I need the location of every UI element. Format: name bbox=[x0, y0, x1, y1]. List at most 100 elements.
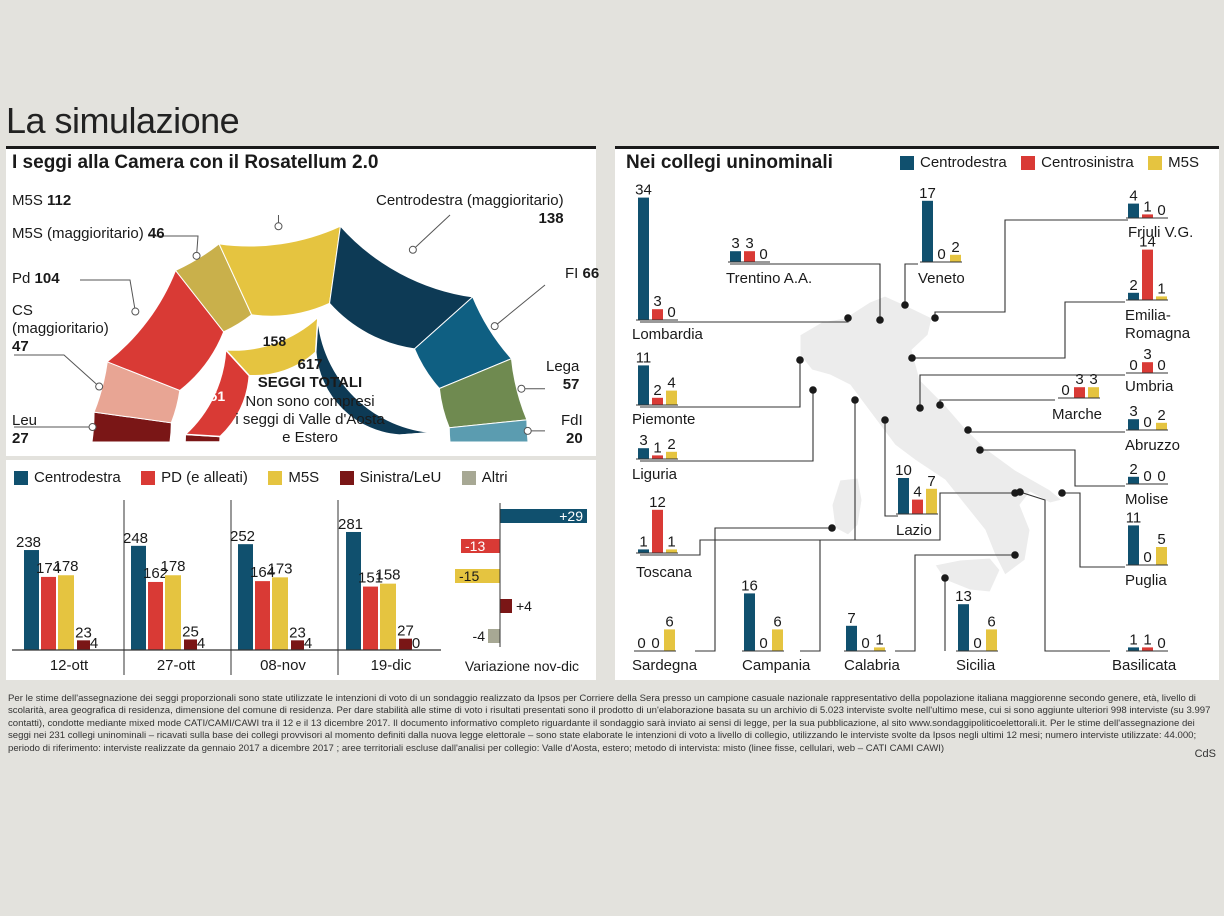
region-label: Basilicata bbox=[1112, 657, 1176, 675]
region-value-label: 13 bbox=[955, 588, 972, 605]
region-bar bbox=[1142, 249, 1153, 300]
region-bar bbox=[652, 397, 663, 405]
legend-m5s-r: M5S bbox=[1148, 154, 1199, 171]
region-value-label: 2 bbox=[1129, 461, 1137, 478]
region-value-label: 3 bbox=[1075, 371, 1083, 388]
legend-leu: Sinistra/LeU bbox=[339, 469, 441, 486]
region-value-label: 6 bbox=[665, 613, 673, 630]
region-value-label: 11 bbox=[1126, 509, 1142, 526]
trend-bar bbox=[24, 550, 39, 650]
region-value-label: 3 bbox=[731, 235, 739, 252]
region-bar bbox=[666, 390, 677, 405]
leader-dot bbox=[490, 322, 499, 331]
leader-dot bbox=[517, 384, 526, 393]
trend-value-label: 162 bbox=[143, 565, 168, 582]
region-value-label: 4 bbox=[913, 484, 921, 501]
region-bar bbox=[652, 455, 663, 459]
region-name: Molise bbox=[1125, 491, 1169, 508]
variazione-bar bbox=[500, 599, 512, 613]
legend-m5s: M5S bbox=[268, 469, 319, 486]
legend-label: Centrodestra bbox=[34, 469, 121, 486]
region-dot bbox=[964, 426, 972, 434]
region-bar bbox=[744, 593, 755, 651]
trend-value-label: 178 bbox=[160, 558, 185, 575]
trend-bar bbox=[41, 576, 56, 650]
region-label: Veneto bbox=[918, 270, 965, 288]
region-bar bbox=[950, 254, 961, 262]
variazione-value-label: -13 bbox=[465, 538, 485, 554]
region-name: Lombardia bbox=[632, 326, 703, 343]
legend-swatch bbox=[1148, 156, 1163, 171]
region-dot bbox=[908, 354, 916, 362]
right-header-rule bbox=[615, 146, 1219, 149]
region-value-label: 1 bbox=[667, 533, 675, 550]
region-value-label: 1 bbox=[1143, 631, 1151, 648]
region-bar bbox=[1142, 647, 1153, 651]
trend-category-label: 12-ott bbox=[50, 657, 89, 674]
hemicycle-label: Lega 57 bbox=[546, 358, 579, 394]
region-label: Trentino A.A. bbox=[726, 270, 812, 288]
region-label: Lombardia bbox=[632, 326, 703, 344]
leader-dot bbox=[192, 251, 201, 260]
hemicycle-label: FdI 20 bbox=[561, 412, 583, 448]
region-value-label: 7 bbox=[847, 610, 855, 627]
trend-bar-chart: 23817417823412-ott24816217825427-ott2521… bbox=[12, 500, 596, 675]
region-name: Sardegna bbox=[632, 657, 698, 674]
region-dot bbox=[809, 386, 817, 394]
region-value-label: 2 bbox=[653, 382, 661, 399]
region-dot bbox=[1016, 488, 1024, 496]
label-name: CS bbox=[12, 302, 33, 319]
region-dot bbox=[931, 314, 939, 322]
trend-bar bbox=[291, 640, 304, 650]
trend-legend: Centrodestra PD (e alleati) M5S Sinistra… bbox=[14, 469, 524, 487]
region-name: Campania bbox=[742, 657, 811, 674]
trend-value-label: 23 bbox=[75, 624, 92, 641]
region-value-label: 1 bbox=[639, 533, 647, 550]
region-label: Friuli V.G. bbox=[1128, 224, 1193, 242]
trend-bar bbox=[148, 581, 163, 650]
leader-dot bbox=[95, 382, 104, 391]
trend-value-label: 173 bbox=[267, 560, 292, 577]
leader-line bbox=[494, 284, 546, 327]
credit: CdS bbox=[1194, 748, 1216, 760]
region-bar bbox=[926, 488, 937, 514]
region-value-label: 4 bbox=[1129, 188, 1137, 205]
region-label: Sardegna bbox=[632, 657, 697, 675]
region-label: Marche bbox=[1052, 406, 1102, 424]
region-bar bbox=[1156, 422, 1167, 430]
region-value-label: 3 bbox=[1089, 371, 1097, 388]
label-name: FI bbox=[565, 265, 583, 282]
region-value-label: 0 bbox=[667, 304, 675, 321]
hemicycle-inner-ring: 151 158 281 bbox=[183, 315, 436, 443]
label-name: Centrodestra (maggioritario) bbox=[376, 192, 564, 209]
region-value-label: 2 bbox=[1129, 277, 1137, 294]
trend-value-label: 151 bbox=[358, 570, 383, 587]
region-name: Veneto bbox=[918, 270, 965, 287]
left-sep bbox=[6, 458, 596, 460]
variazione-bar bbox=[488, 629, 500, 643]
legend-centrodestra: Centrodestra bbox=[14, 469, 121, 486]
region-bar bbox=[1142, 362, 1153, 373]
region-label: Abruzzo bbox=[1125, 437, 1180, 455]
trend-value-label: 0 bbox=[412, 635, 420, 652]
region-value-label: 0 bbox=[1157, 635, 1165, 652]
region-leader bbox=[695, 527, 832, 652]
hemicycle-outer-ring bbox=[91, 224, 529, 443]
region-value-label: 4 bbox=[667, 375, 675, 392]
region-bar bbox=[1156, 547, 1167, 565]
region-value-label: 0 bbox=[1061, 382, 1069, 399]
variazione-value-label: -15 bbox=[459, 568, 479, 584]
leader-dot bbox=[274, 222, 283, 231]
region-dot bbox=[828, 524, 836, 532]
region-label: Puglia bbox=[1125, 572, 1167, 590]
region-value-label: 0 bbox=[861, 635, 869, 652]
region-value-label: 6 bbox=[987, 613, 995, 630]
region-bar bbox=[638, 448, 649, 459]
region-label: Liguria bbox=[632, 466, 677, 484]
variazione-value-label: +4 bbox=[516, 598, 532, 614]
trend-bar bbox=[184, 639, 197, 650]
inner-value-label: 158 bbox=[263, 333, 287, 349]
inner-note-1: Non sono compresi bbox=[245, 393, 375, 410]
left-header-rule bbox=[6, 146, 596, 149]
